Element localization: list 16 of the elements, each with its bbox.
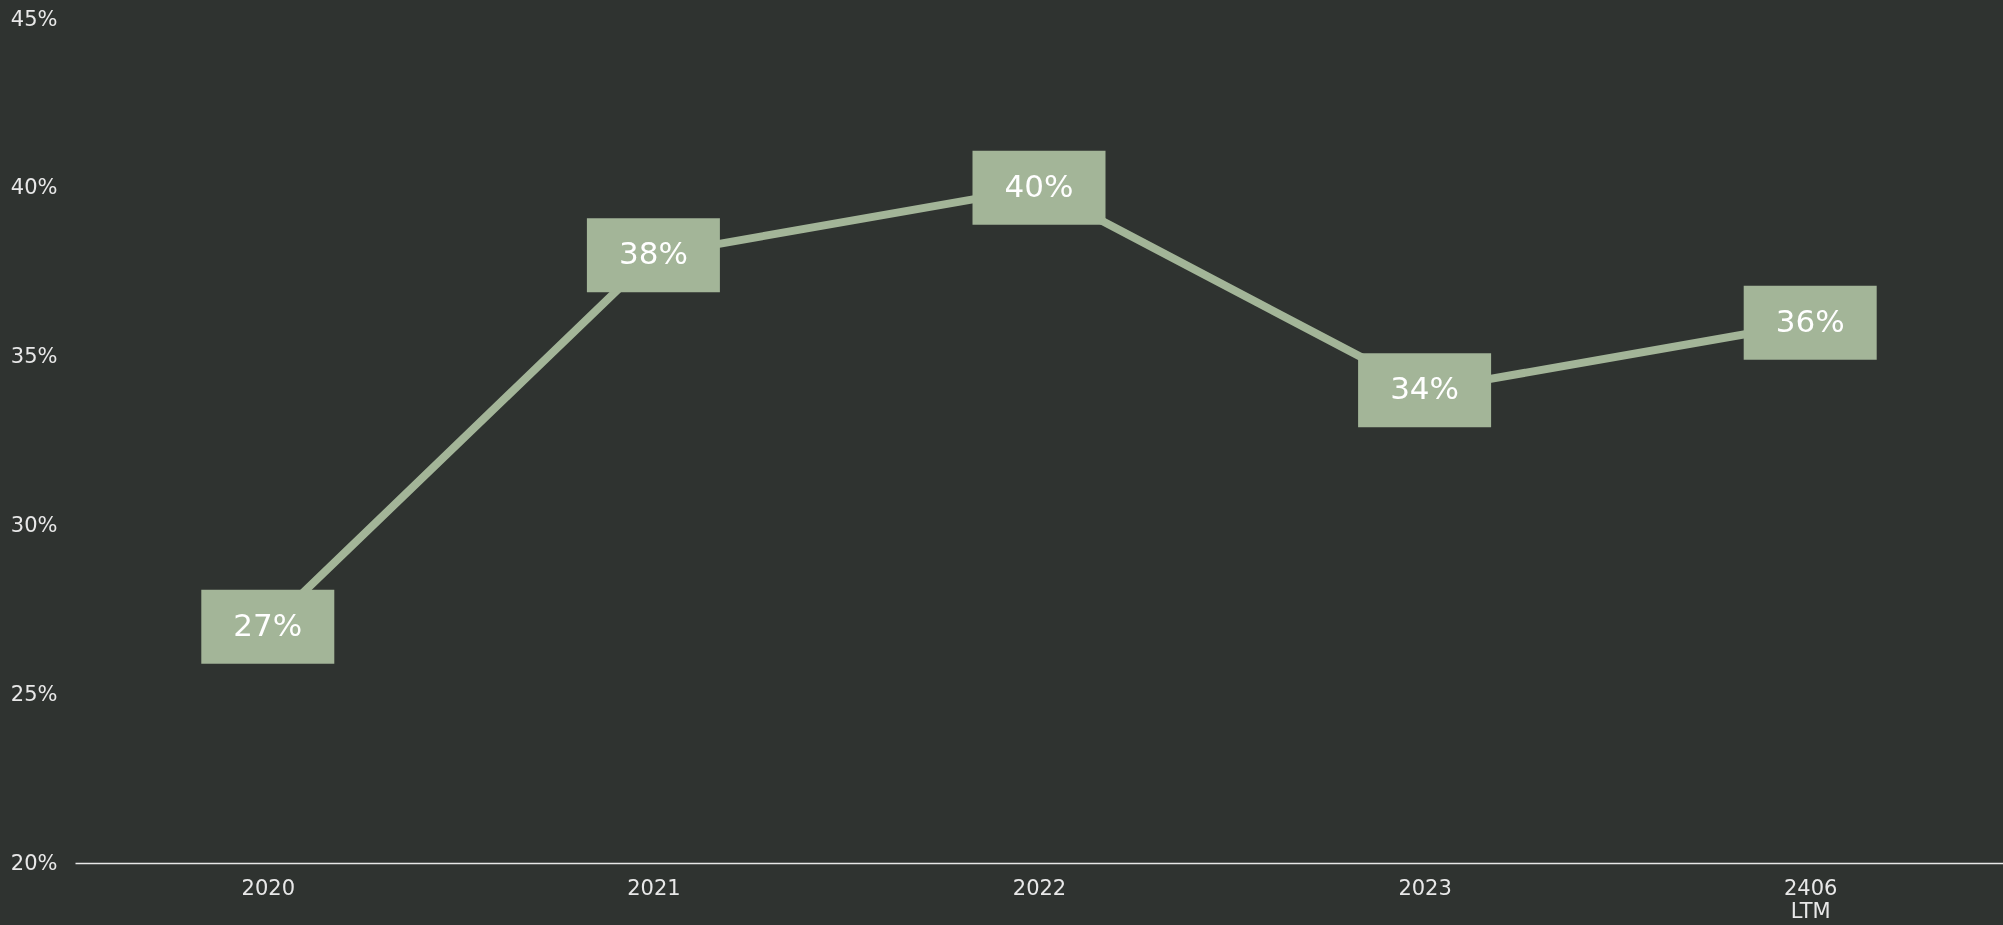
text: 27%	[233, 606, 303, 643]
x-tick-label: 2023	[1398, 875, 1452, 900]
x-tick-label: 2406 LTM	[1783, 875, 1838, 923]
text: 40%	[1004, 167, 1074, 204]
y-tick-label: 30%	[10, 512, 58, 537]
x-tick-label: 2022	[1012, 875, 1067, 900]
y-tick-label: 20%	[10, 850, 58, 875]
y-tick-label: 35%	[10, 344, 58, 369]
y-tick-label: 45%	[10, 6, 58, 31]
x-tick-label: 2021	[627, 875, 681, 900]
x-tick-label: 2020	[241, 875, 296, 900]
y-tick-label: 25%	[10, 681, 58, 706]
text: 34%	[1390, 370, 1460, 407]
y-tick-label: 40%	[10, 175, 58, 200]
text: 36%	[1775, 302, 1845, 339]
text: 38%	[618, 235, 688, 272]
